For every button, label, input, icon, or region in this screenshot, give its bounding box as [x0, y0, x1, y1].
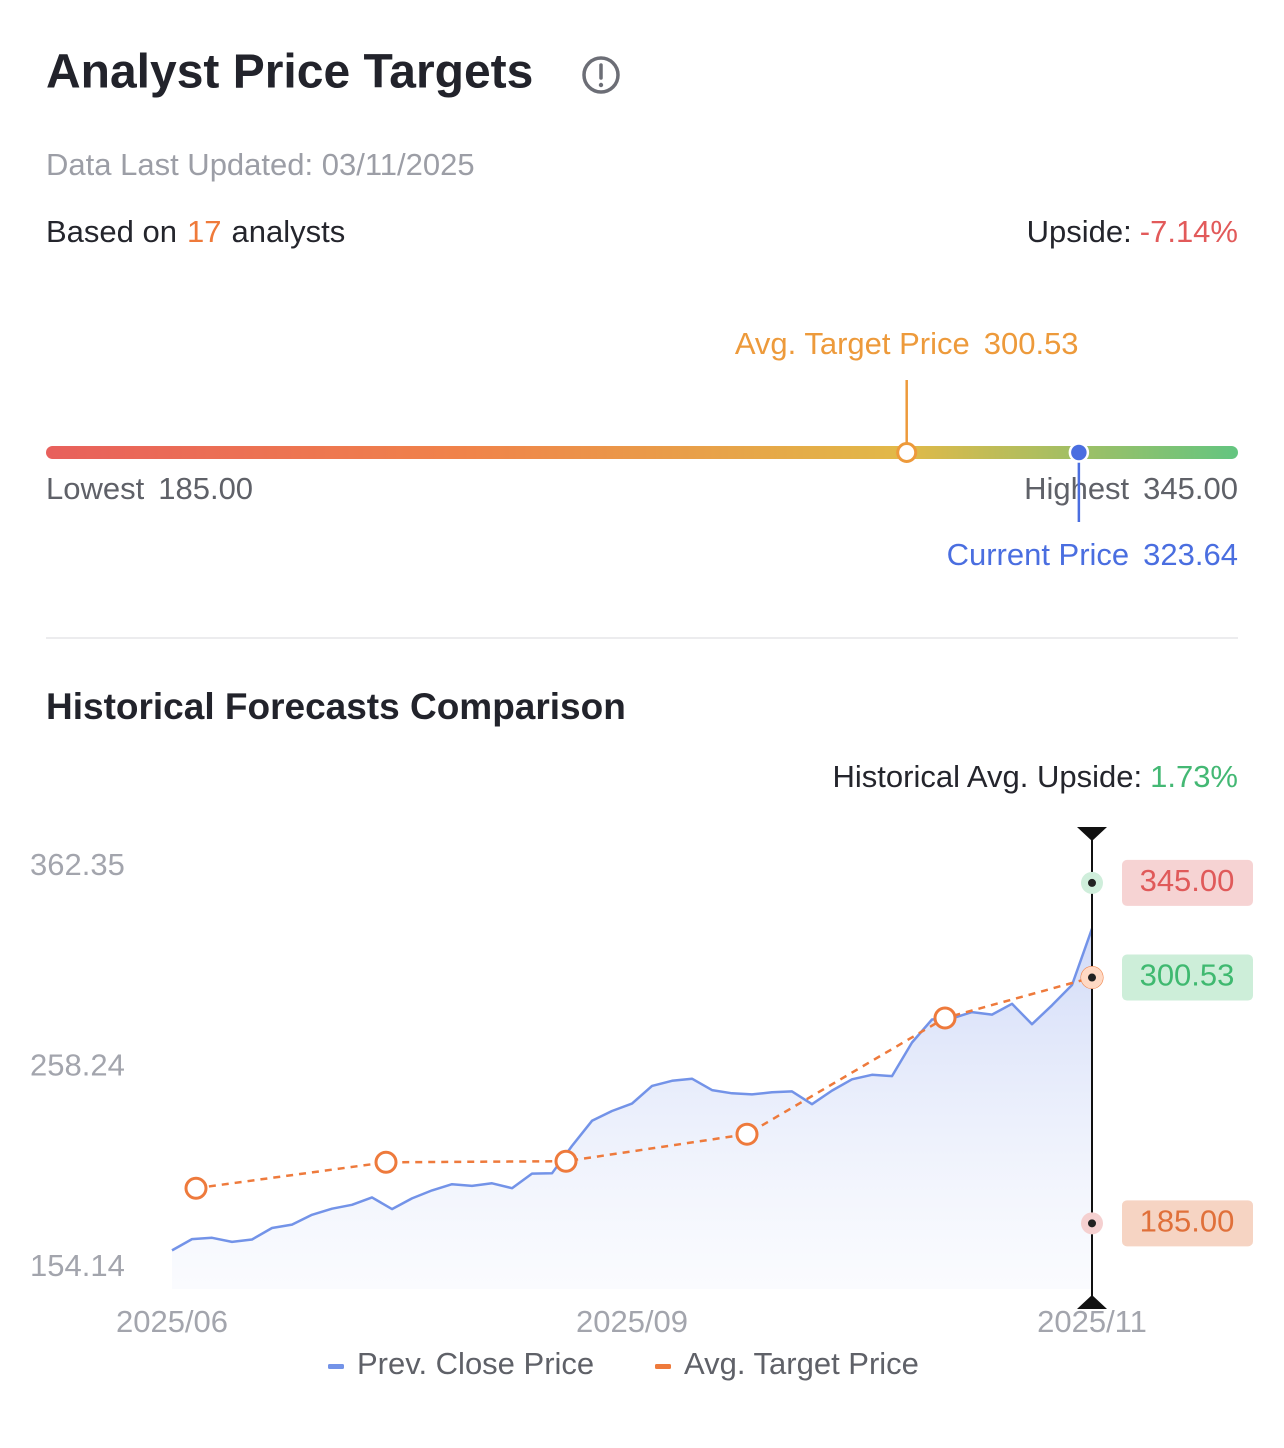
avg-target-value: 300.53	[984, 326, 1079, 361]
current-price-value: 323.64	[1143, 537, 1238, 572]
upside-line: Upside: -7.14%	[1027, 214, 1238, 249]
legend-swatch	[328, 1364, 344, 1369]
x-tick-label: 2025/09	[576, 1304, 688, 1339]
lowest-label: Lowest	[46, 471, 145, 506]
tooltip-value: 300.53	[1140, 958, 1235, 993]
based-prefix: Based on	[46, 214, 177, 249]
current-marker	[1068, 442, 1090, 463]
analyst-count-line: Based on 17 analysts	[46, 214, 345, 249]
cursor-bottom	[1077, 1295, 1107, 1309]
target-point	[184, 1176, 208, 1200]
y-tick-label: 258.24	[30, 1048, 125, 1083]
tooltip-value: 185.00	[1140, 1204, 1235, 1239]
avg-target: Avg. Target Price 300.53	[735, 326, 1079, 361]
hist-upside-value: 1.73%	[1150, 759, 1238, 794]
tooltip-box	[1122, 1200, 1253, 1247]
upside-label: Upside:	[1027, 214, 1132, 249]
target-line	[195, 976, 1093, 1190]
chart: 362.35 258.24 154.14 2025/06 2025/09 2025/11 3…	[30, 827, 1253, 1381]
target-point	[735, 1122, 759, 1146]
target-point	[554, 1149, 578, 1173]
current-price-label: Current Price	[947, 537, 1130, 572]
tooltip-dot	[1088, 878, 1096, 887]
x-tick-label: 2025/06	[116, 1304, 228, 1339]
lowest-value: 185.00	[158, 471, 253, 506]
section-title: Historical Forecasts Comparison	[46, 686, 626, 727]
lowest: Lowest 185.00	[46, 471, 253, 506]
page-title: Analyst Price Targets	[46, 46, 533, 99]
cursor-top	[1077, 827, 1107, 841]
range-markers: Lowest 185.00 Highest 345.00 Avg. Target Pri…	[46, 326, 1238, 572]
x-tick-label: 2025/11	[1037, 1304, 1147, 1339]
tooltip-box	[1122, 954, 1253, 1001]
legend-label: Prev. Close Price	[357, 1346, 594, 1381]
highest-label: Highest	[1024, 471, 1129, 506]
tooltip-value: 345.00	[1140, 863, 1235, 898]
tooltip-dot	[1088, 1219, 1096, 1228]
highest: Highest 345.00	[1024, 471, 1238, 506]
legend-swatch	[655, 1364, 671, 1369]
highest-value: 345.00	[1143, 471, 1238, 506]
analyst-count: 17	[187, 214, 221, 249]
y-tick-label: 154.14	[30, 1248, 125, 1283]
current-price: Current Price 323.64	[947, 537, 1238, 572]
range-bar	[46, 446, 1238, 459]
legend-label: Avg. Target Price	[684, 1346, 919, 1381]
y-tick-label: 362.35	[30, 847, 125, 882]
tooltip-box	[1122, 859, 1253, 906]
hist-upside-line: Historical Avg. Upside: 1.73%	[833, 759, 1238, 794]
avg-target-label: Avg. Target Price	[735, 326, 970, 361]
price-area	[172, 928, 1092, 1289]
target-point	[933, 1006, 957, 1030]
info-icon[interactable]	[582, 56, 620, 94]
updated-date: Data Last Updated: 03/11/2025	[46, 147, 475, 182]
upside-value: -7.14%	[1140, 214, 1238, 249]
based-suffix: analysts	[231, 214, 345, 249]
target-point	[374, 1150, 398, 1174]
avg-marker	[896, 442, 918, 463]
hist-upside-label: Historical Avg. Upside:	[833, 759, 1143, 794]
tooltip-dot	[1088, 973, 1096, 982]
